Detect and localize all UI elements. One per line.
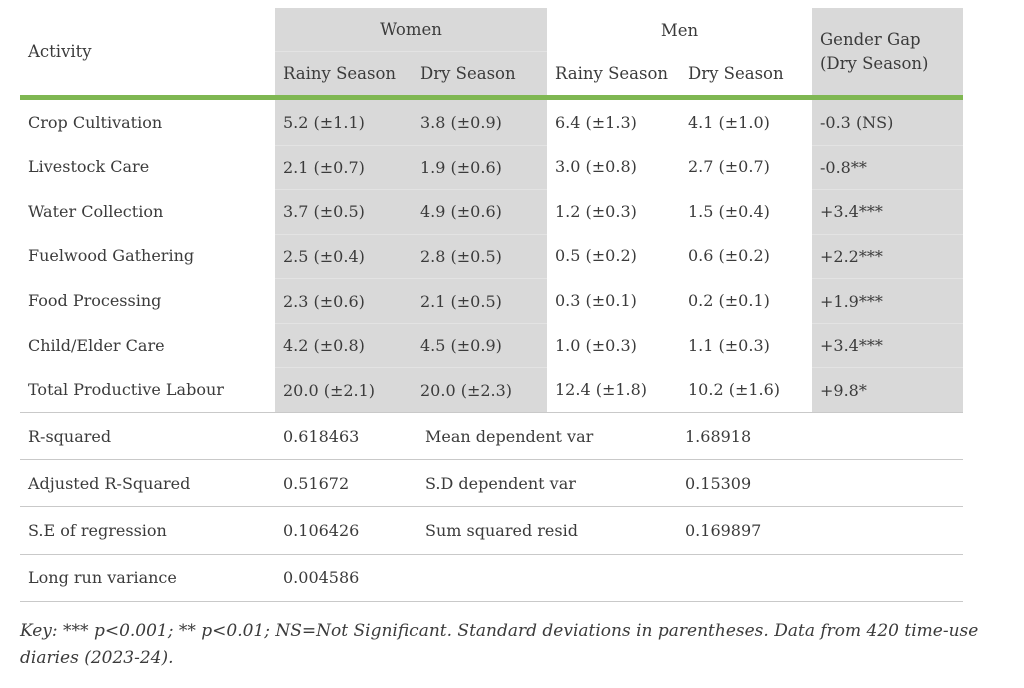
gender-gap-cell: +3.4***: [812, 189, 963, 234]
gender-gap-cell: -0.8**: [812, 144, 963, 190]
group-header-women: Women: [275, 8, 547, 52]
women-dry-cell: 3.8 (±0.9): [412, 100, 547, 145]
men-dry-cell: 2.7 (±0.7): [688, 157, 770, 177]
activity-cell: Child/Elder Care: [28, 335, 165, 355]
subheader-men-dry: Dry Season: [688, 64, 784, 83]
women-dry-cell: 1.9 (±0.6): [412, 144, 547, 190]
women-rainy-cell: 5.2 (±1.1): [275, 100, 412, 145]
activity-cell: Total Productive Labour: [28, 380, 224, 400]
stat-value: 0.169897: [685, 520, 762, 540]
men-dry-cell: 1.5 (±0.4): [688, 201, 770, 221]
women-rainy-cell: 2.5 (±0.4): [275, 233, 412, 279]
women-dry-cell: 2.8 (±0.5): [412, 233, 547, 279]
women-dry-cell: 20.0 (±2.3): [412, 367, 547, 412]
subheader-women-rainy: Rainy Season: [275, 52, 412, 95]
men-dry-cell: 4.1 (±1.0): [688, 112, 770, 132]
table-body: Crop Cultivation 5.2 (±1.1) 3.8 (±0.9) 6…: [20, 100, 963, 412]
women-dry-cell: 4.5 (±0.9): [412, 322, 547, 368]
column-header-gender-gap: Gender Gap (Dry Season): [812, 8, 963, 95]
stat-value: 1.68918: [685, 426, 752, 446]
subheader-women-dry: Dry Season: [412, 52, 547, 95]
group-header-men: Men: [547, 8, 812, 52]
table-key-footnote: Key: *** p<0.001; ** p<0.01; NS=Not Sign…: [20, 621, 979, 669]
header-accent-rule: [20, 95, 963, 100]
stat-label: S.E of regression: [28, 520, 167, 540]
table-header: Activity Women Men Gender Gap (Dry Seaso…: [20, 8, 963, 95]
gender-gap-cell: -0.3 (NS): [812, 100, 963, 145]
stat-label: S.D dependent var: [425, 473, 576, 493]
regression-stats: R-squared 0.618463 Mean dependent var 1.…: [20, 411, 963, 602]
women-dry-cell: 2.1 (±0.5): [412, 278, 547, 323]
stats-row: Long run variance 0.004586: [20, 555, 963, 602]
gender-gap-cell: +3.4***: [812, 322, 963, 368]
column-header-activity: Activity: [20, 8, 275, 95]
men-rainy-cell: 6.4 (±1.3): [555, 112, 637, 132]
women-dry-cell: 4.9 (±0.6): [412, 189, 547, 234]
activity-cell: Livestock Care: [28, 157, 150, 177]
time-use-table: Activity Women Men Gender Gap (Dry Seaso…: [20, 8, 963, 602]
activity-cell: Fuelwood Gathering: [28, 246, 195, 266]
men-rainy-cell: 1.2 (±0.3): [555, 201, 637, 221]
men-rainy-cell: 0.5 (±0.2): [555, 246, 637, 266]
men-dry-cell: 0.2 (±0.1): [688, 291, 770, 311]
stat-label: Adjusted R-Squared: [28, 473, 191, 493]
stat-label: R-squared: [28, 426, 112, 446]
stat-value: 0.004586: [283, 568, 360, 588]
women-rainy-cell: 2.3 (±0.6): [275, 278, 412, 323]
men-rainy-cell: 12.4 (±1.8): [555, 380, 648, 400]
men-rainy-cell: 1.0 (±0.3): [555, 335, 637, 355]
activity-cell: Food Processing: [28, 291, 162, 311]
stat-label: Sum squared resid: [425, 520, 578, 540]
men-dry-cell: 0.6 (±0.2): [688, 246, 770, 266]
stat-label: Mean dependent var: [425, 426, 594, 446]
women-rainy-cell: 4.2 (±0.8): [275, 322, 412, 368]
men-dry-cell: 10.2 (±1.6): [688, 380, 781, 400]
stats-row: R-squared 0.618463 Mean dependent var 1.…: [20, 413, 963, 461]
subheader-men-rainy: Rainy Season: [555, 64, 669, 83]
women-rainy-cell: 3.7 (±0.5): [275, 189, 412, 234]
stat-value: 0.618463: [283, 426, 360, 446]
men-dry-cell: 1.1 (±0.3): [688, 335, 770, 355]
gender-gap-cell: +9.8*: [812, 367, 963, 412]
stats-row: S.E of regression 0.106426 Sum squared r…: [20, 507, 963, 555]
men-rainy-cell: 3.0 (±0.8): [555, 157, 637, 177]
activity-cell: Crop Cultivation: [28, 112, 163, 132]
gender-gap-cell: +2.2***: [812, 233, 963, 279]
gender-gap-cell: +1.9***: [812, 278, 963, 323]
activity-cell: Water Collection: [28, 201, 164, 221]
men-rainy-cell: 0.3 (±0.1): [555, 291, 637, 311]
stat-value: 0.15309: [685, 473, 752, 493]
women-rainy-cell: 20.0 (±2.1): [275, 367, 412, 412]
stats-row: Adjusted R-Squared 0.51672 S.D dependent…: [20, 460, 963, 508]
stat-value: 0.51672: [283, 473, 350, 493]
stat-value: 0.106426: [283, 520, 360, 540]
women-rainy-cell: 2.1 (±0.7): [275, 144, 412, 190]
stat-label: Long run variance: [28, 568, 177, 588]
